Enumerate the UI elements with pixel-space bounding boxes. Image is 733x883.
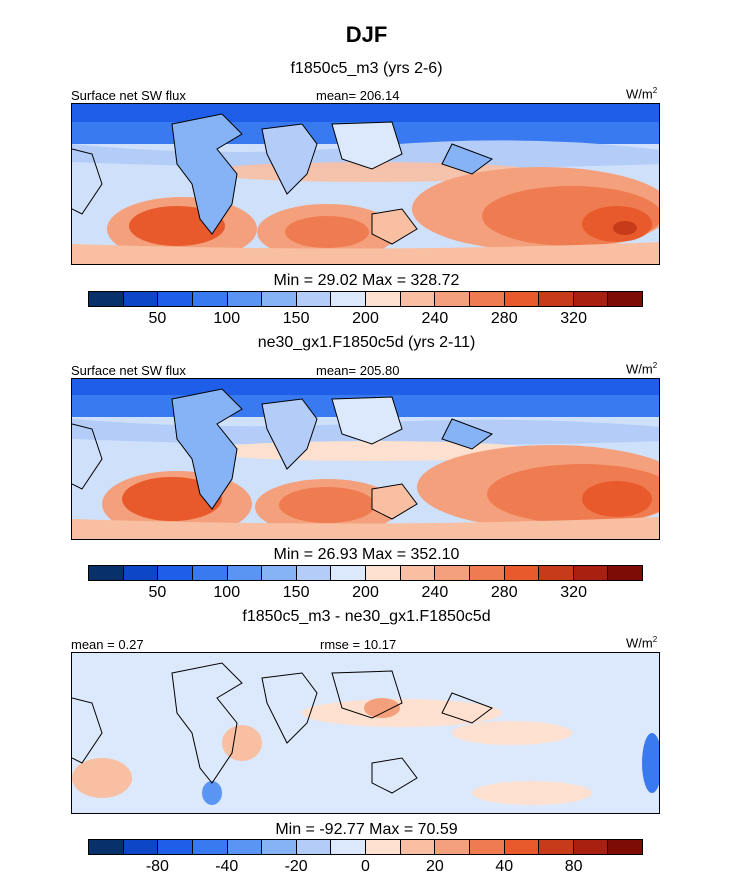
colorbar-swatch xyxy=(158,292,193,306)
colorbar-tick-label: 50 xyxy=(148,310,167,327)
panel1-mean-label: mean= 206.14 xyxy=(316,88,400,103)
colorbar-swatch xyxy=(192,840,228,854)
panel1-left-label: Surface net SW flux xyxy=(71,88,186,103)
colorbar-swatch xyxy=(123,840,159,854)
colorbar-3 xyxy=(88,839,643,855)
panel2-mean-label: mean= 205.80 xyxy=(316,363,400,378)
colorbar-tick-label: -40 xyxy=(215,858,239,875)
colorbar-swatch xyxy=(504,292,540,306)
colorbar-swatch xyxy=(123,292,159,306)
colorbar-swatch xyxy=(469,566,505,580)
colorbar-tick-label: 280 xyxy=(490,584,518,601)
colorbar-swatch xyxy=(469,840,505,854)
colorbar-swatch xyxy=(331,840,366,854)
colorbar-tick-label: 320 xyxy=(560,584,587,601)
colorbar-swatch xyxy=(296,566,332,580)
colorbar-swatch xyxy=(573,292,609,306)
colorbar-tick-label: 200 xyxy=(352,584,379,601)
panel3-units: W/m2 xyxy=(626,635,658,651)
colorbar-swatch xyxy=(227,566,263,580)
colorbar-swatch xyxy=(400,840,436,854)
panel1-units: W/m2 xyxy=(626,86,658,102)
panel1-subtitle: f1850c5_m3 (yrs 2-6) xyxy=(290,60,443,77)
colorbar-swatch xyxy=(89,840,124,854)
colorbar-2-ticks: 50 100 150 200 240 280 320 xyxy=(88,584,643,604)
colorbar-tick-label: 150 xyxy=(282,310,310,327)
colorbar-tick-label: 280 xyxy=(490,310,518,327)
colorbar-swatch xyxy=(539,292,574,306)
colorbar-tick-label: 100 xyxy=(213,584,241,601)
colorbar-swatch xyxy=(608,840,642,854)
panel1-minmax: Min = 29.02 Max = 328.72 xyxy=(273,272,460,289)
colorbar-swatch xyxy=(89,292,124,306)
colorbar-tick-label: -20 xyxy=(284,858,308,875)
colorbar-swatch xyxy=(331,292,366,306)
colorbar-swatch xyxy=(262,840,297,854)
colorbar-tick-label: 240 xyxy=(421,584,449,601)
colorbar-swatch xyxy=(504,840,540,854)
colorbar-swatch xyxy=(158,566,193,580)
figure-title: DJF xyxy=(345,22,388,47)
colorbar-swatch xyxy=(366,566,401,580)
colorbar-1-ticks: 50 100 150 200 240 280 320 xyxy=(88,310,643,330)
colorbar-swatch xyxy=(192,566,228,580)
panel3-rmse-label: rmse = 10.17 xyxy=(320,637,397,652)
colorbar-swatch xyxy=(89,566,124,580)
colorbar-swatch xyxy=(366,292,401,306)
colorbar-swatch xyxy=(331,566,366,580)
colorbar-swatch xyxy=(123,566,159,580)
colorbar-tick-label: 150 xyxy=(282,584,310,601)
colorbar-swatch xyxy=(539,566,574,580)
colorbar-swatch xyxy=(573,840,609,854)
colorbar-tick-label: 0 xyxy=(361,858,370,875)
colorbar-2 xyxy=(88,565,643,581)
colorbar-swatch xyxy=(158,840,193,854)
colorbar-tick-label: 320 xyxy=(560,310,587,327)
panel2-minmax: Min = 26.93 Max = 352.10 xyxy=(273,546,460,563)
colorbar-swatch xyxy=(608,292,642,306)
colorbar-swatch xyxy=(262,566,297,580)
colorbar-swatch xyxy=(504,566,540,580)
colorbar-swatch xyxy=(262,292,297,306)
colorbar-tick-label: 100 xyxy=(213,310,241,327)
colorbar-swatch xyxy=(366,840,401,854)
colorbar-3-ticks: -80 -40 -20 0 20 40 80 xyxy=(88,858,643,878)
panel2-map xyxy=(71,378,660,540)
colorbar-swatch xyxy=(435,840,470,854)
colorbar-swatch xyxy=(435,292,470,306)
colorbar-swatch xyxy=(227,840,263,854)
colorbar-1 xyxy=(88,291,643,307)
colorbar-tick-label: 80 xyxy=(564,858,583,875)
colorbar-tick-label: -80 xyxy=(145,858,169,875)
colorbar-swatch xyxy=(539,840,574,854)
colorbar-swatch xyxy=(296,292,332,306)
colorbar-tick-label: 240 xyxy=(421,310,449,327)
colorbar-swatch xyxy=(296,840,332,854)
colorbar-tick-label: 200 xyxy=(352,310,379,327)
panel2-left-label: Surface net SW flux xyxy=(71,363,186,378)
panel1-map xyxy=(71,103,660,265)
panel3-map xyxy=(71,652,660,814)
panel3-minmax: Min = -92.77 Max = 70.59 xyxy=(275,821,458,838)
colorbar-swatch xyxy=(435,566,470,580)
colorbar-tick-label: 50 xyxy=(148,584,167,601)
panel3-mean-label: mean = 0.27 xyxy=(71,637,144,652)
colorbar-swatch xyxy=(608,566,642,580)
colorbar-swatch xyxy=(400,566,436,580)
colorbar-swatch xyxy=(400,292,436,306)
panel2-subtitle: ne30_gx1.F1850c5d (yrs 2-11) xyxy=(257,334,476,351)
colorbar-swatch xyxy=(469,292,505,306)
colorbar-swatch xyxy=(192,292,228,306)
colorbar-swatch xyxy=(573,566,609,580)
colorbar-tick-label: 20 xyxy=(425,858,444,875)
panel3-subtitle: f1850c5_m3 - ne30_gx1.F1850c5d xyxy=(242,608,491,625)
colorbar-swatch xyxy=(227,292,263,306)
panel2-units: W/m2 xyxy=(626,361,658,377)
colorbar-tick-label: 40 xyxy=(495,858,514,875)
